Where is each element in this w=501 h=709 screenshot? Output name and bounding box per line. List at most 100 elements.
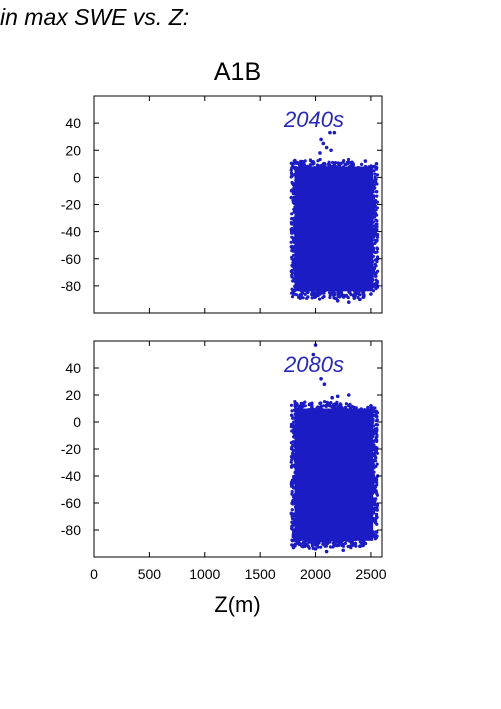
scatter-point [303,159,307,163]
scatter-point [366,405,370,409]
scatter-point [299,542,303,546]
y-tick-label: 40 [65,115,81,131]
scatter-point [300,160,305,164]
scatter-point [290,490,294,494]
scatter-point [309,159,313,163]
scatter-point [322,294,326,299]
scatter-point [293,542,297,546]
scatter-point [290,273,294,277]
scatter-point [362,294,366,298]
scatter-point [289,195,293,199]
scatter-point [325,400,329,404]
scatter-point [291,448,295,452]
scatter-point [374,506,378,510]
scatter-point [374,438,378,442]
scatter-point [343,294,347,298]
scatter-point [299,294,303,298]
scatter-point [313,294,318,299]
scatter-point [319,137,323,142]
scatter-point [361,542,365,547]
scatter-point [374,530,378,534]
scatter-point [328,295,332,300]
scatter-point [291,188,295,192]
scatter-point [333,161,338,165]
scatter-point [375,411,380,415]
scatter-point [321,141,326,146]
scatter-point [325,403,329,408]
scatter-point [372,230,376,234]
scatter-point [290,162,295,166]
scatter-point [291,165,295,169]
scatter-point [374,177,378,182]
scatter-point [301,401,305,405]
y-tick-label: -80 [61,278,81,294]
scatter-point [332,130,337,135]
y-tick-label: -60 [61,251,81,267]
scatter-point [289,227,294,231]
scatter-point [311,162,315,166]
scatter-point [339,542,343,546]
scatter-point [290,492,294,496]
scatter-point [291,264,295,268]
panel-annotation: 2040s [283,107,344,132]
scatter-point [375,235,380,239]
scatter-point [372,497,376,501]
scatter-point [374,208,378,212]
scatter-point [290,271,294,275]
scatter-point [375,219,379,223]
scatter-point [352,296,357,300]
scatter-point [311,160,315,164]
scatter-point [290,295,295,299]
scatter-point [346,296,350,300]
scatter-point [324,145,329,150]
scatter-point [375,435,379,439]
scatter-point [290,217,294,221]
scatter-point [293,158,297,162]
point-cloud-core [294,166,374,292]
scatter-point [375,512,379,517]
scatter-point [332,296,336,300]
scatter-point [358,540,362,544]
scatter-point [289,240,293,244]
scatter-point [363,159,368,163]
scatter-point [358,297,362,302]
scatter-point [374,423,378,427]
y-tick-label: 0 [73,169,81,185]
scatter-point [291,279,295,283]
scatter-point [336,161,340,165]
scatter-point [318,297,322,301]
scatter-point [375,238,379,242]
scatter-point [374,271,378,275]
page-title: in max SWE vs. Z: [0,4,190,30]
scatter-point [375,250,379,254]
scatter-point [289,171,294,175]
y-tick-label: 20 [65,142,81,158]
point-cloud [289,343,380,554]
scatter-point [372,164,376,168]
scatter-point [350,544,354,548]
scatter-point [295,402,299,406]
scatter-point [349,292,353,296]
scatter-point [353,292,357,296]
scatter-point [315,290,319,295]
scatter-point [369,292,373,296]
scatter-point [375,225,379,229]
scatter-point [336,291,341,295]
scatter-point [301,296,305,300]
scatter-point [306,544,310,549]
scatter-point [346,404,351,408]
scatter-point [374,190,378,194]
scatter-point [375,246,379,250]
scatter-point [310,401,314,405]
scatter-point [289,512,293,516]
scatter-point [290,212,294,216]
scatter-point [373,427,377,431]
scatter-point [311,291,315,295]
scatter-point [298,296,302,300]
scatter-point [290,524,294,528]
scatter-point [375,493,379,497]
scatter-point [290,235,294,239]
scatter-point [323,163,327,167]
